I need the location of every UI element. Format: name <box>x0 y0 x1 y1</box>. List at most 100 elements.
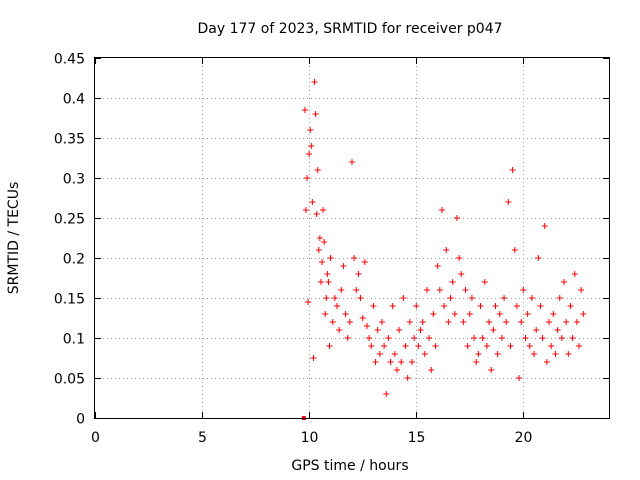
data-point <box>376 351 383 357</box>
data-point <box>421 351 428 357</box>
data-point <box>353 287 360 293</box>
data-point <box>451 311 458 317</box>
data-point <box>466 311 473 317</box>
data-point <box>396 327 403 333</box>
data-point <box>406 319 413 325</box>
grid-layer <box>95 58 609 418</box>
data-point <box>359 315 366 321</box>
data-point <box>490 327 497 333</box>
y-tick-label: 0.3 <box>63 172 85 188</box>
data-point <box>511 247 518 253</box>
data-point <box>329 319 336 325</box>
data-point <box>552 351 559 357</box>
data-point <box>391 351 398 357</box>
data-point <box>558 335 565 341</box>
data-point <box>331 295 338 301</box>
y-tick-label: 0.35 <box>54 132 85 148</box>
data-point <box>321 239 328 245</box>
data-point <box>567 303 574 309</box>
data-point <box>563 319 570 325</box>
y-tick-label: 0 <box>76 412 85 428</box>
data-point <box>458 271 465 277</box>
data-point <box>344 335 351 341</box>
data-point <box>453 215 460 221</box>
data-point <box>548 343 555 349</box>
data-point <box>316 235 323 241</box>
data-point <box>492 303 499 309</box>
data-point <box>477 303 484 309</box>
data-point <box>361 259 368 265</box>
data-point <box>462 287 469 293</box>
data-point <box>509 167 516 173</box>
y-tick-label: 0.05 <box>54 372 85 388</box>
data-point <box>319 259 326 265</box>
data-point <box>398 359 405 365</box>
data-point <box>417 327 424 333</box>
data-point <box>580 311 587 317</box>
data-point <box>311 79 318 85</box>
y-tick-label: 0.1 <box>63 332 85 348</box>
data-point <box>393 367 400 373</box>
x-tick-label: 20 <box>515 430 533 446</box>
data-point <box>338 287 345 293</box>
data-point <box>578 287 585 293</box>
data-point <box>473 359 480 365</box>
data-point <box>372 359 379 365</box>
data-point <box>368 343 375 349</box>
data-point <box>449 279 456 285</box>
y-tick-label: 0.45 <box>54 52 85 68</box>
data-point <box>475 351 482 357</box>
data-point <box>432 343 439 349</box>
data-point <box>423 287 430 293</box>
data-point <box>366 335 373 341</box>
data-point <box>468 295 475 301</box>
data-point <box>355 271 362 277</box>
data-point <box>363 323 370 329</box>
data-point <box>556 295 563 301</box>
data-point <box>483 343 490 349</box>
data-point <box>471 335 478 341</box>
data-point <box>443 247 450 253</box>
data-point <box>486 319 493 325</box>
chart-title: Day 177 of 2023, SRMTID for receiver p04… <box>197 21 502 37</box>
data-point <box>402 343 409 349</box>
data-point <box>561 279 568 285</box>
data-point <box>419 319 426 325</box>
data-point <box>513 303 520 309</box>
data-point <box>404 375 411 381</box>
data-point <box>528 295 535 301</box>
data-point <box>573 319 580 325</box>
x-tick-label: 15 <box>408 430 426 446</box>
data-point <box>389 303 396 309</box>
data-point <box>498 335 505 341</box>
data-point <box>546 319 553 325</box>
data-point <box>516 375 523 381</box>
data-point <box>531 351 538 357</box>
data-point <box>539 335 546 341</box>
data-point <box>304 175 311 181</box>
data-point <box>400 295 407 301</box>
data-point <box>349 159 355 165</box>
data-point <box>505 199 512 205</box>
data-point <box>351 255 358 261</box>
plot-frame <box>94 57 610 419</box>
data-point <box>334 303 341 309</box>
data-point <box>426 335 433 341</box>
y-tick-label: 0.25 <box>54 212 85 228</box>
data-point <box>314 167 321 173</box>
data-point <box>301 107 308 113</box>
data-point <box>438 207 445 213</box>
data-point <box>464 343 471 349</box>
y-tick-label: 0.2 <box>63 252 85 268</box>
data-point <box>565 351 572 357</box>
data-point <box>322 311 329 317</box>
data-point <box>415 343 422 349</box>
data-point <box>324 271 331 277</box>
data-point <box>460 319 467 325</box>
y-tick-label: 0.15 <box>54 292 85 308</box>
data-point <box>383 391 390 397</box>
data-point <box>387 359 394 365</box>
data-point <box>381 343 388 349</box>
data-point <box>413 303 420 309</box>
